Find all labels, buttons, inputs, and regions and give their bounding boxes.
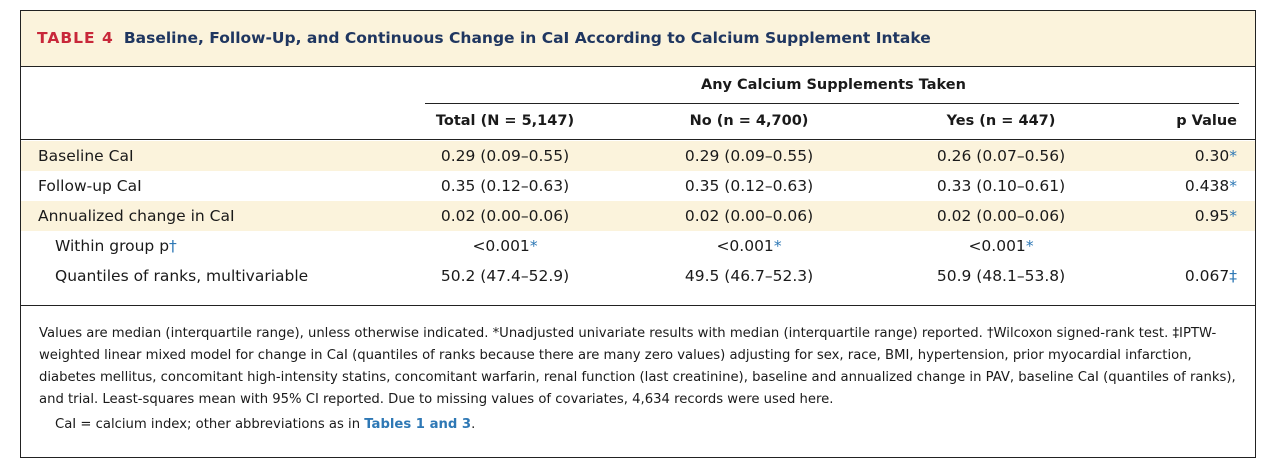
column-header-p-value: p Value (1176, 113, 1237, 129)
table-title-text: Baseline, Follow-Up, and Continuous Chan… (123, 29, 931, 47)
row-label: Within group p† (55, 237, 177, 255)
cell-yes: 0.26 (0.07–0.56) (936, 147, 1066, 165)
cell-no: 0.35 (0.12–0.63) (684, 177, 814, 195)
cell-yes: 50.9 (48.1–53.8) (936, 267, 1066, 285)
p-value: 0.067 (1184, 267, 1230, 285)
cell-p-value: 0.067‡ (1185, 267, 1237, 285)
cell-total: 0.35 (0.12–0.63) (440, 177, 570, 195)
row-label-text: Within group p (55, 237, 170, 255)
cell-p-value: 0.95* (1195, 207, 1237, 225)
tables-link[interactable]: Tables 1 and 3 (364, 417, 472, 432)
footnote-mark: † (169, 237, 177, 255)
column-header-no: No (n = 4,700) (689, 113, 809, 129)
footnote: Values are median (interquartile range),… (39, 326, 1236, 407)
table-row: Annualized change in CaI 0.02 (0.00–0.06… (21, 201, 1255, 231)
footnote-mark: * (1025, 237, 1034, 255)
cell-yes: 0.02 (0.00–0.06) (936, 207, 1066, 225)
table-bottom-rule (21, 305, 1255, 306)
footnote-mark: ‡ (1229, 267, 1237, 285)
footnote-mark: * (1229, 207, 1237, 225)
table-row: Quantiles of ranks, multivariable 50.2 (… (21, 261, 1255, 291)
cell-no: <0.001* (669, 237, 829, 255)
cell-yes: 0.33 (0.10–0.61) (936, 177, 1066, 195)
table-title: TABLE 4 Baseline, Follow-Up, and Continuo… (37, 29, 931, 47)
footnote-mark: * (529, 237, 538, 255)
group-header: Any Calcium Supplements Taken (701, 77, 966, 93)
footnote-mark: * (1229, 177, 1237, 195)
table-frame: TABLE 4 Baseline, Follow-Up, and Continuo… (20, 10, 1256, 458)
row-label: Quantiles of ranks, multivariable (55, 267, 309, 285)
cell-no: 0.29 (0.09–0.55) (684, 147, 814, 165)
cell-p-value: 0.30* (1195, 147, 1237, 165)
column-header-yes: Yes (n = 447) (946, 113, 1056, 129)
cell-value: <0.001 (968, 237, 1026, 255)
footnote-mark: * (773, 237, 782, 255)
cell-total: <0.001* (425, 237, 585, 255)
abbreviations-note: CaI = calcium index; other abbreviations… (55, 417, 475, 432)
footnote-mark: * (1229, 147, 1237, 165)
cell-value: <0.001 (716, 237, 774, 255)
title-bar: TABLE 4 Baseline, Follow-Up, and Continuo… (21, 11, 1255, 67)
header-rule (21, 139, 1255, 140)
cell-total: 50.2 (47.4–52.9) (440, 267, 570, 285)
table-row: Within group p† <0.001* <0.001* <0.001* (21, 231, 1255, 261)
row-label: Follow-up CaI (38, 177, 142, 195)
row-label: Baseline CaI (38, 147, 134, 165)
p-value: 0.30 (1194, 147, 1230, 165)
table-row: Follow-up CaI 0.35 (0.12–0.63) 0.35 (0.1… (21, 171, 1255, 201)
cell-no: 0.02 (0.00–0.06) (684, 207, 814, 225)
abbreviations-text: CaI = calcium index; other abbreviations… (55, 417, 365, 432)
table-row: Baseline CaI 0.29 (0.09–0.55) 0.29 (0.09… (21, 141, 1255, 171)
group-header-rule (425, 103, 1239, 104)
cell-p-value: 0.438* (1185, 177, 1237, 195)
cell-total: 0.02 (0.00–0.06) (440, 207, 570, 225)
p-value: 0.95 (1194, 207, 1230, 225)
abbreviations-end: . (471, 417, 476, 432)
cell-no: 49.5 (46.7–52.3) (684, 267, 814, 285)
cell-total: 0.29 (0.09–0.55) (440, 147, 570, 165)
table-number: TABLE 4 (37, 29, 114, 47)
cell-yes: <0.001* (921, 237, 1081, 255)
column-header-total: Total (N = 5,147) (435, 113, 575, 129)
cell-value: <0.001 (472, 237, 530, 255)
p-value: 0.438 (1184, 177, 1230, 195)
row-label: Annualized change in CaI (38, 207, 235, 225)
